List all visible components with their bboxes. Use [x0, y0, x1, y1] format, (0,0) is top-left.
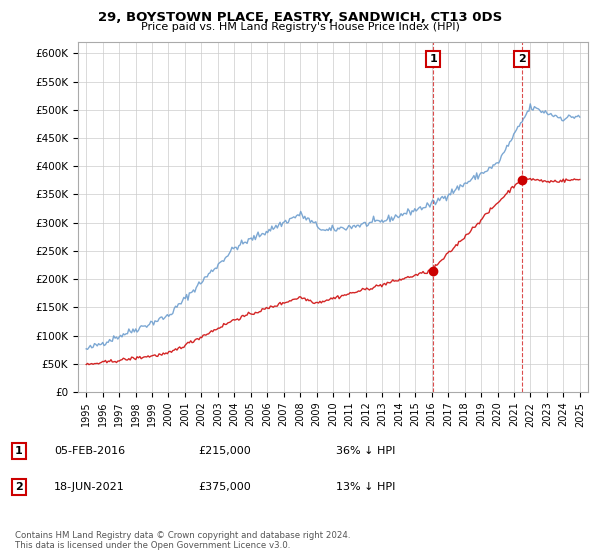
Text: 1: 1	[15, 446, 23, 456]
Text: 29, BOYSTOWN PLACE, EASTRY, SANDWICH, CT13 0DS: 29, BOYSTOWN PLACE, EASTRY, SANDWICH, CT…	[98, 11, 502, 24]
Text: £375,000: £375,000	[198, 482, 251, 492]
Text: £215,000: £215,000	[198, 446, 251, 456]
Text: Contains HM Land Registry data © Crown copyright and database right 2024.
This d: Contains HM Land Registry data © Crown c…	[15, 530, 350, 550]
Text: 05-FEB-2016: 05-FEB-2016	[54, 446, 125, 456]
Text: Price paid vs. HM Land Registry's House Price Index (HPI): Price paid vs. HM Land Registry's House …	[140, 22, 460, 32]
Text: 1: 1	[430, 54, 437, 64]
Text: 13% ↓ HPI: 13% ↓ HPI	[336, 482, 395, 492]
Text: 2: 2	[15, 482, 23, 492]
Text: 18-JUN-2021: 18-JUN-2021	[54, 482, 125, 492]
Text: 2: 2	[518, 54, 526, 64]
Text: 36% ↓ HPI: 36% ↓ HPI	[336, 446, 395, 456]
